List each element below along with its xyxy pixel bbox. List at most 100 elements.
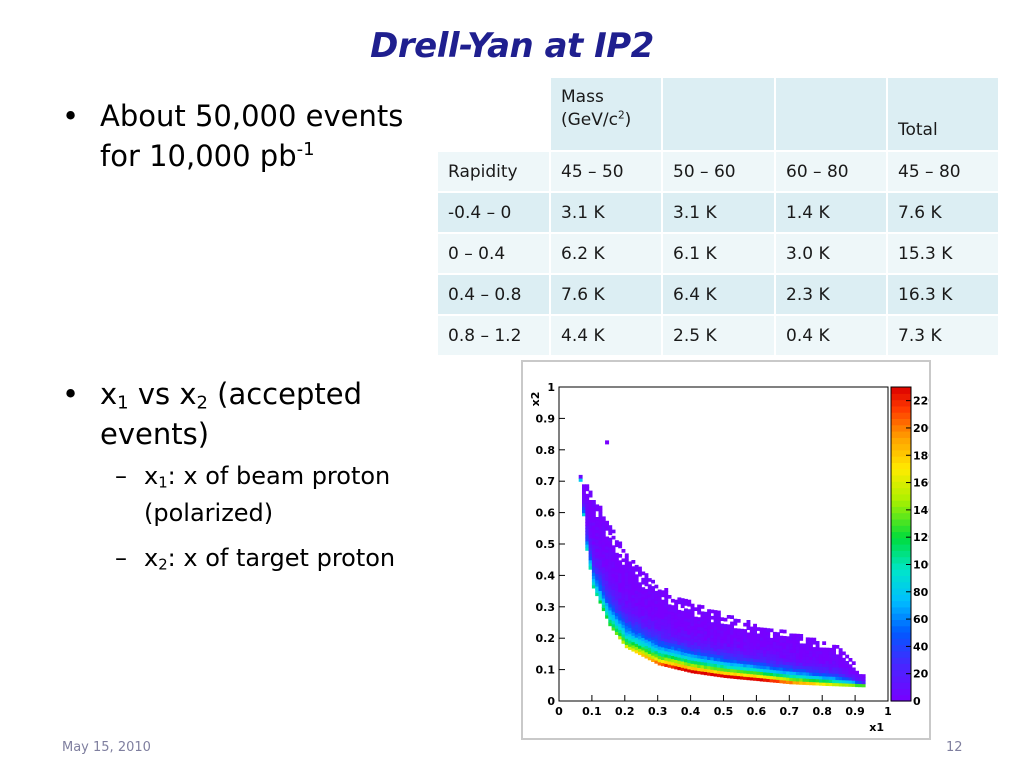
heatmap-cell: [716, 638, 721, 643]
heatmap-cell: [595, 523, 600, 527]
heatmap-cell: [598, 549, 603, 554]
heatmap-cell: [591, 559, 596, 564]
heatmap-cell: [664, 641, 669, 645]
heatmap-cell: [601, 535, 606, 539]
heatmap-cell: [776, 644, 780, 649]
heatmap-cell: [588, 550, 593, 554]
heatmap-cell: [631, 600, 636, 605]
heatmap-cell: [582, 484, 586, 488]
heatmap-cell: [753, 674, 757, 678]
heatmap-cell: [841, 670, 846, 674]
heatmap-cell: [677, 666, 682, 671]
heatmap-cell: [792, 652, 797, 657]
x-tick-label: 0.6: [747, 705, 767, 718]
heatmap-cell: [611, 570, 616, 575]
heatmap-cell: [805, 656, 810, 660]
heatmap-cell: [822, 641, 827, 645]
heatmap-cell: [628, 583, 632, 588]
heatmap-cell: [605, 552, 609, 556]
heatmap-cell: [749, 651, 754, 656]
heatmap-cell: [743, 676, 748, 680]
heatmap-cell: [749, 667, 754, 672]
heatmap-cell: [763, 634, 767, 638]
heatmap-cell: [628, 617, 632, 622]
page-number: 12: [946, 740, 963, 755]
colorbar-segment: [891, 650, 911, 658]
heatmap-cell: [674, 665, 679, 670]
heatmap-cell: [654, 594, 659, 598]
heatmap-cell: [809, 643, 813, 648]
x-tick-label: 0.3: [648, 705, 668, 718]
colorbar-tick-label: 100: [913, 558, 929, 571]
heatmap-cell: [634, 618, 639, 622]
heatmap-cell: [618, 620, 623, 624]
heatmap-cell: [802, 662, 807, 667]
heatmap-cell: [799, 655, 804, 660]
heatmap-cell: [614, 587, 619, 591]
heatmap-cell: [601, 607, 606, 612]
heatmap-cell: [591, 584, 596, 589]
heatmap-cell: [726, 636, 731, 641]
heatmap-cell: [713, 625, 718, 630]
heatmap-cell: [657, 598, 662, 603]
heatmap-cell: [818, 647, 823, 652]
heatmap-cell: [763, 637, 767, 641]
heatmap-cell: [674, 618, 679, 623]
heatmap-cell: [591, 531, 596, 536]
y-tick-label: 0.4: [536, 569, 556, 582]
heatmap-cell: [740, 653, 744, 658]
heatmap-cell: [726, 649, 731, 654]
heatmap-cell: [838, 673, 843, 677]
heatmap-cell: [624, 609, 629, 614]
heatmap-cell: [772, 641, 777, 645]
colorbar-segment: [891, 619, 911, 627]
heatmap-cell: [598, 571, 603, 576]
heatmap-cell: [631, 582, 636, 586]
heatmap-cell: [776, 660, 780, 665]
heatmap-cell: [730, 671, 734, 676]
heatmap-cell: [795, 665, 800, 669]
heatmap-cell: [591, 569, 596, 573]
heatmap-cell: [588, 537, 593, 542]
heatmap-cell: [621, 602, 626, 607]
heatmap-cell: [828, 666, 833, 671]
colorbar-tick-label: 80: [913, 586, 929, 599]
heatmap-cell: [772, 663, 777, 667]
heatmap-cell: [588, 522, 593, 526]
heatmap-cell: [763, 678, 767, 682]
heatmap-cell: [657, 617, 662, 622]
heatmap-cell: [776, 638, 780, 643]
heatmap-cell: [611, 623, 616, 628]
heatmap-cell: [674, 662, 679, 667]
colorbar-segment: [891, 613, 911, 620]
heatmap-cell: [772, 650, 777, 655]
colorbar-segment: [891, 500, 911, 507]
heatmap-cell: [657, 661, 662, 666]
heatmap-cell: [838, 657, 843, 662]
heatmap-cell: [697, 658, 702, 662]
heatmap-cell: [710, 647, 715, 651]
heatmap-cell: [595, 579, 600, 584]
heatmap-cell: [713, 654, 718, 658]
heatmap-cell: [628, 646, 632, 650]
heatmap-cell: [838, 670, 843, 674]
heatmap-cell: [703, 636, 708, 641]
heatmap-cell: [812, 681, 817, 686]
heatmap-cell: [749, 648, 754, 653]
heatmap-cell: [621, 549, 626, 553]
heatmap-cell: [772, 675, 777, 680]
heatmap-cell: [795, 680, 800, 685]
heatmap-cell: [670, 627, 675, 631]
heatmap-cell: [812, 669, 817, 673]
heatmap-cell: [707, 612, 711, 616]
heatmap-cell: [598, 555, 603, 560]
heatmap-cell: [634, 564, 639, 569]
heatmap-cell: [664, 622, 669, 627]
heatmap-cell: [628, 599, 632, 603]
heatmap-cell: [595, 526, 600, 531]
heatmap-cell: [595, 532, 600, 537]
heatmap-cell: [789, 639, 794, 644]
colorbar-segment: [891, 606, 911, 614]
heatmap-cell: [628, 611, 632, 616]
heatmap-cell: [697, 654, 702, 659]
